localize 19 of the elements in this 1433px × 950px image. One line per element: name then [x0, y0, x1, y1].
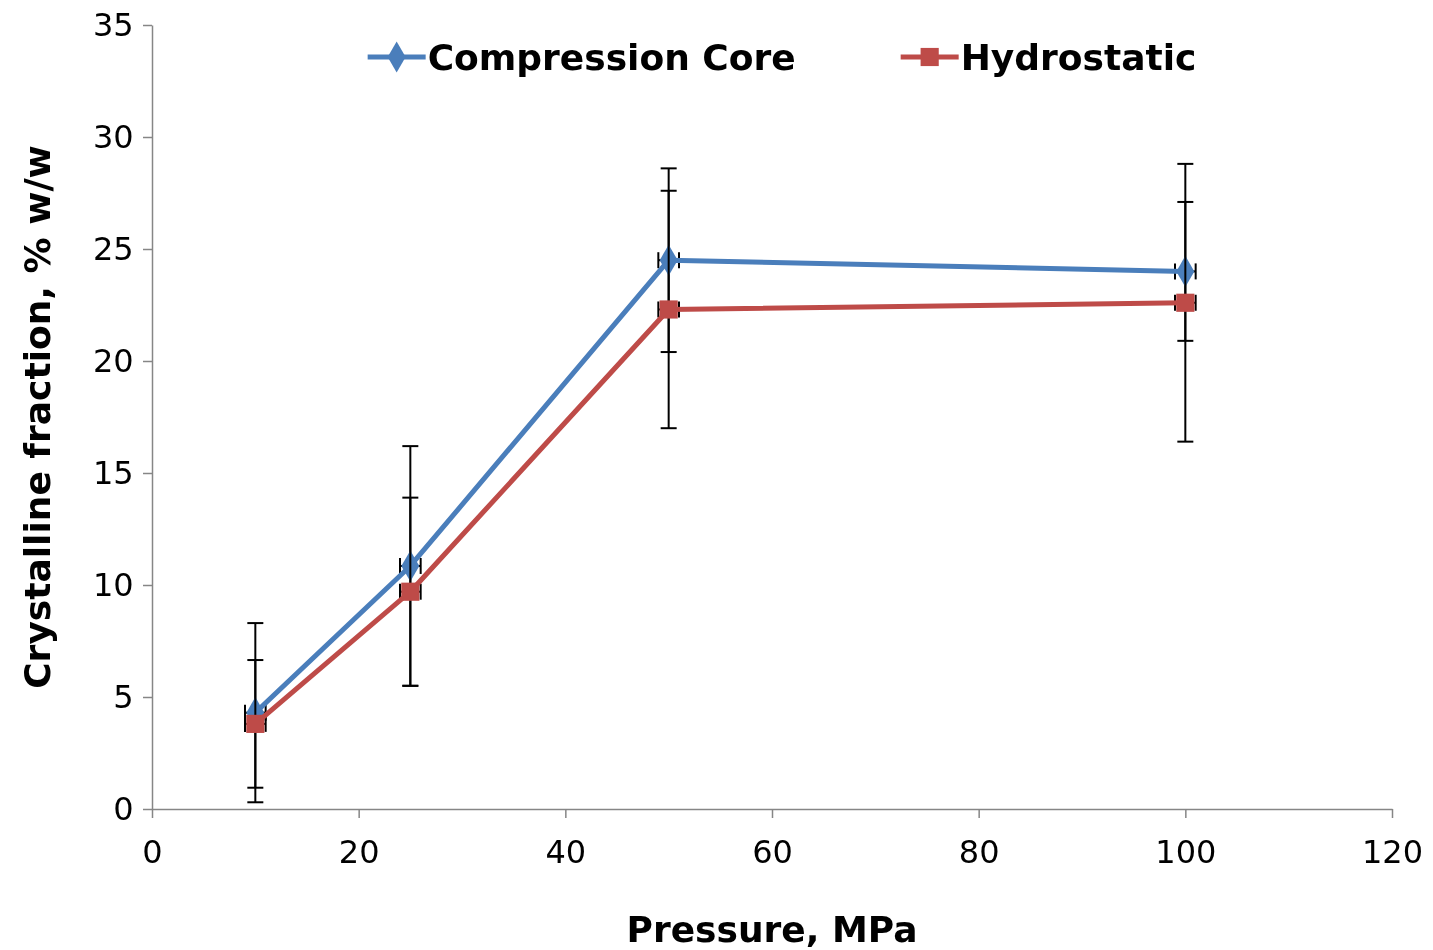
y-axis-title: Crystalline fraction, % w/w — [17, 145, 58, 689]
x-tick-label: 120 — [1361, 832, 1424, 871]
x-tick-label: 20 — [338, 832, 380, 871]
legend-label: Compression Core — [427, 36, 796, 78]
x-tick-label: 0 — [142, 832, 163, 871]
x-tick-label: 40 — [545, 832, 587, 871]
y-tick-label: 0 — [113, 789, 134, 828]
x-tick-label: 100 — [1155, 832, 1217, 871]
y-tick-label: 20 — [92, 341, 134, 380]
y-tick-label: 35 — [92, 5, 134, 44]
y-tick-label: 15 — [92, 453, 134, 492]
x-axis-title: Pressure, MPa — [626, 909, 918, 950]
y-tick-label: 25 — [92, 229, 134, 268]
y-tick-label: 5 — [113, 677, 134, 716]
y-tick-label: 10 — [92, 565, 134, 604]
x-tick-label: 60 — [752, 832, 793, 871]
x-tick-label: 80 — [958, 832, 1000, 871]
legend-label: Hydrostatic — [960, 36, 1197, 78]
y-tick-label: 30 — [92, 117, 134, 156]
